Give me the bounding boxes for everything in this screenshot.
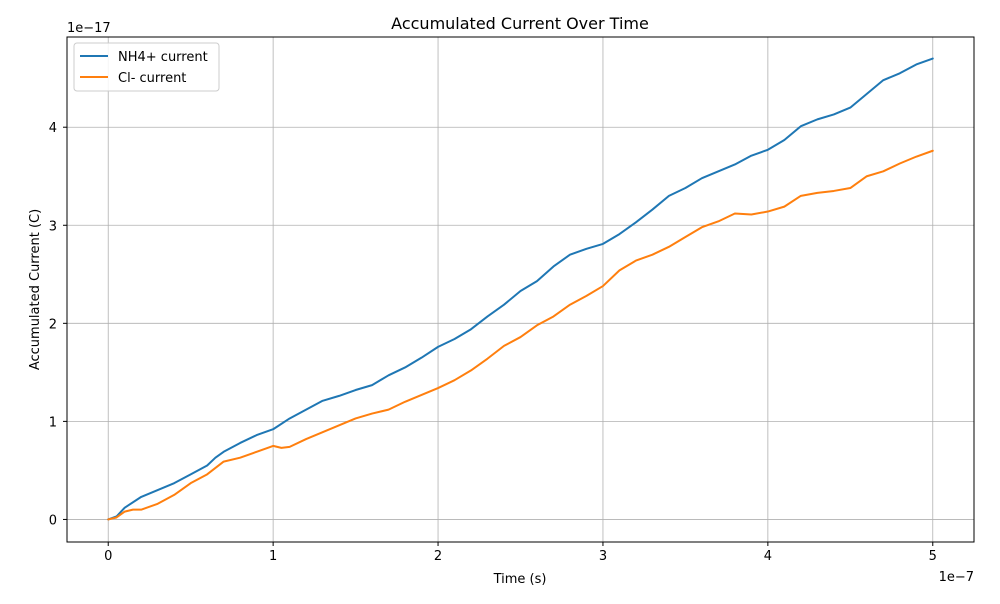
y-tick-label: 2	[49, 317, 57, 332]
legend: NH4+ current Cl- current	[73, 42, 220, 92]
x-tick-label: 5	[929, 549, 937, 564]
series-lines	[107, 57, 934, 521]
x-axis-ticks: 0 1 2 3 4 5	[104, 542, 937, 564]
y-axis-ticks: 0 1 2 3 4	[49, 121, 67, 528]
y-tick-label: 4	[49, 121, 57, 136]
y-offset-label: 1e−17	[67, 21, 111, 36]
x-tick-label: 1	[269, 549, 277, 564]
y-axis-label: Accumulated Current (C)	[28, 209, 43, 370]
x-tick-label: 4	[764, 549, 772, 564]
legend-label-nh4: NH4+ current	[118, 50, 208, 65]
x-offset-label: 1e−7	[939, 570, 974, 585]
x-axis-label: Time (s)	[493, 572, 547, 587]
y-tick-label: 3	[49, 219, 57, 234]
series-line-nh4	[107, 57, 934, 521]
chart-title: Accumulated Current Over Time	[391, 14, 649, 33]
legend-label-cl: Cl- current	[118, 71, 186, 86]
y-tick-label: 0	[49, 513, 57, 528]
grid	[67, 37, 974, 542]
y-tick-label: 1	[49, 415, 57, 430]
x-tick-label: 3	[599, 549, 607, 564]
series-line-cl	[107, 149, 934, 521]
x-tick-label: 2	[434, 549, 442, 564]
x-tick-label: 0	[104, 549, 112, 564]
plot-frame	[66, 36, 975, 543]
legend-box	[73, 42, 220, 92]
